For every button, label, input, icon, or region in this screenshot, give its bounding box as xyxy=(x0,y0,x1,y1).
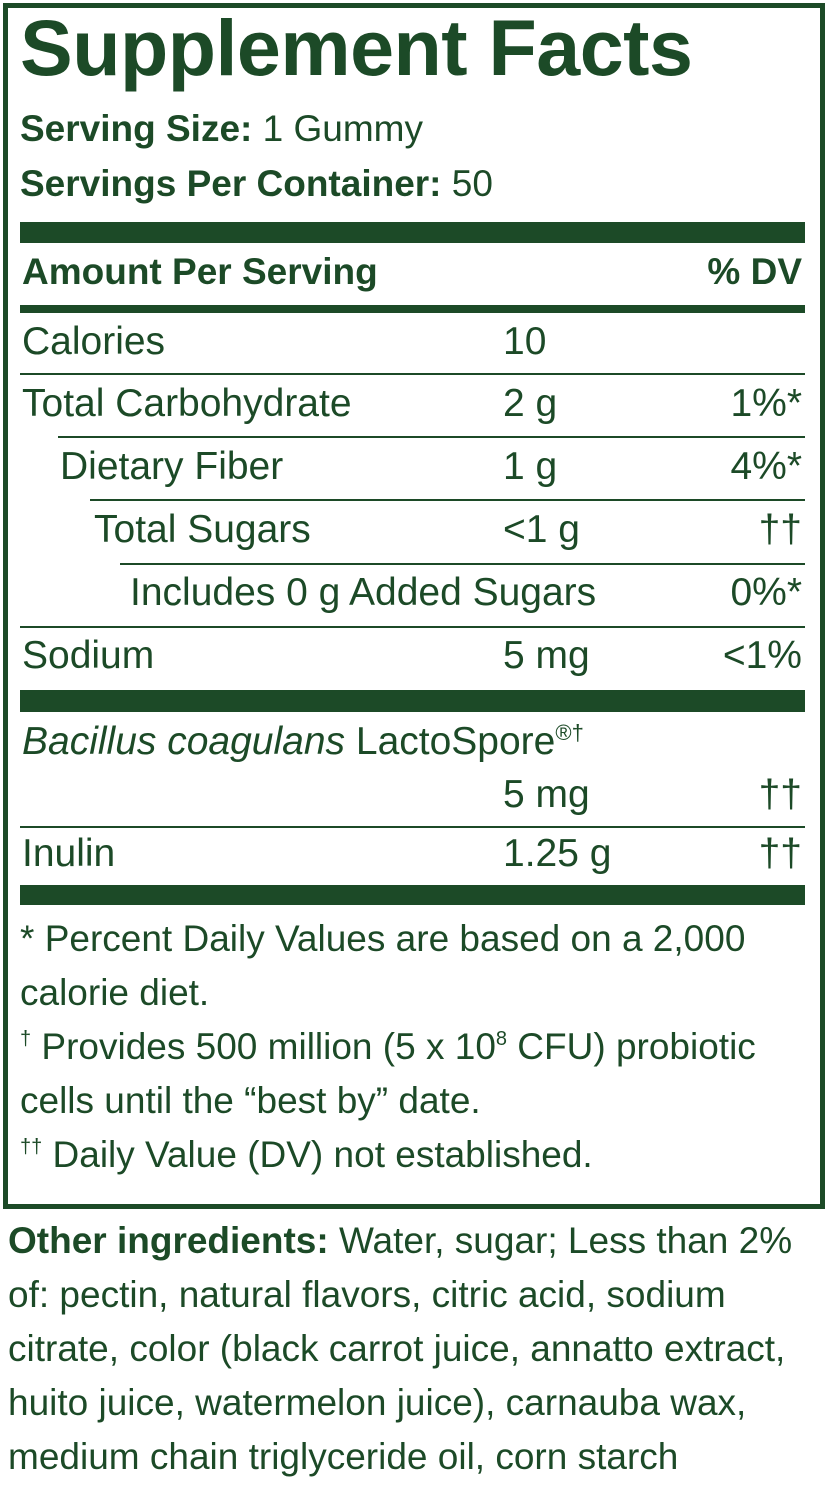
thick-bar xyxy=(20,222,805,243)
other-ingredients-label: Other ingredients: xyxy=(8,1220,329,1261)
row-name: Calories xyxy=(22,320,166,363)
servings-per-container: Servings Per Container: 50 xyxy=(20,163,493,205)
row-amount: <1 g xyxy=(503,508,580,551)
medium-bar xyxy=(20,305,805,313)
rule xyxy=(58,436,805,438)
rule xyxy=(20,826,805,828)
footnotes: * Percent Daily Values are based on a 2,… xyxy=(20,912,810,1182)
row-name: Dietary Fiber xyxy=(60,445,284,488)
footnote: †† Daily Value (DV) not established. xyxy=(20,1128,810,1182)
row-amount: 2 g xyxy=(503,382,558,425)
header-dv: % DV xyxy=(707,251,802,292)
header-amount: Amount Per Serving xyxy=(22,251,378,292)
ingredient-name: Bacillus coagulans LactoSpore®† xyxy=(22,720,584,764)
ingredient-amount: 5 mg xyxy=(503,773,590,816)
ingredient-dv: †† xyxy=(758,832,802,875)
rule xyxy=(90,499,805,501)
rule xyxy=(120,563,805,565)
thick-bar xyxy=(20,885,805,905)
footnote-text: CFU) probiotic cells until the “best by”… xyxy=(20,1026,756,1121)
footnote-mark: * xyxy=(20,918,35,959)
row-dv: †† xyxy=(758,508,802,551)
rule xyxy=(20,626,805,628)
title: Supplement Facts xyxy=(20,3,693,92)
footnote-text: Percent Daily Values are based on a 2,00… xyxy=(20,918,746,1013)
row-amount: 5 mg xyxy=(503,634,590,677)
row-amount: 10 xyxy=(503,320,547,363)
ingredient-name-italic: Bacillus coagulans xyxy=(22,720,346,763)
footnote-mark: †† xyxy=(20,1136,43,1158)
row-name: Includes 0 g Added Sugars xyxy=(130,571,597,614)
row-dv: <1% xyxy=(722,634,802,677)
footnote-text: Provides 500 million (5 x 10 xyxy=(41,1026,496,1067)
row-dv: 1%* xyxy=(730,382,802,425)
serving-size-value: 1 Gummy xyxy=(262,108,423,149)
servings-label: Servings Per Container: xyxy=(20,163,442,204)
other-ingredients-text: Water, sugar; Less than 2% of: pectin, n… xyxy=(8,1220,793,1477)
ingredient-brand: LactoSpore xyxy=(355,720,556,763)
ingredient-sup: ®† xyxy=(555,720,584,745)
footnote-text: Daily Value (DV) not established. xyxy=(52,1134,593,1175)
row-dv: 4%* xyxy=(730,445,802,488)
row-amount: 1 g xyxy=(503,445,558,488)
label-border xyxy=(3,3,825,1209)
row-name: Total Sugars xyxy=(94,508,311,551)
footnote: * Percent Daily Values are based on a 2,… xyxy=(20,912,810,1020)
row-dv: 0%* xyxy=(730,571,802,614)
row-name: Total Carbohydrate xyxy=(22,382,352,425)
row-name: Sodium xyxy=(22,634,155,677)
serving-size: Serving Size: 1 Gummy xyxy=(20,108,423,150)
rule xyxy=(20,373,805,375)
servings-value: 50 xyxy=(451,163,493,204)
serving-size-label: Serving Size: xyxy=(20,108,253,149)
ingredient-dv: †† xyxy=(758,773,802,816)
footnote-mark: † xyxy=(20,1028,32,1050)
ingredient-name: Inulin xyxy=(22,832,116,875)
ingredient-amount: 1.25 g xyxy=(503,832,612,875)
thick-bar xyxy=(20,690,805,712)
other-ingredients: Other ingredients: Water, sugar; Less th… xyxy=(8,1214,820,1484)
footnote: † Provides 500 million (5 x 108 CFU) pro… xyxy=(20,1020,810,1128)
footnote-sup: 8 xyxy=(495,1028,508,1050)
